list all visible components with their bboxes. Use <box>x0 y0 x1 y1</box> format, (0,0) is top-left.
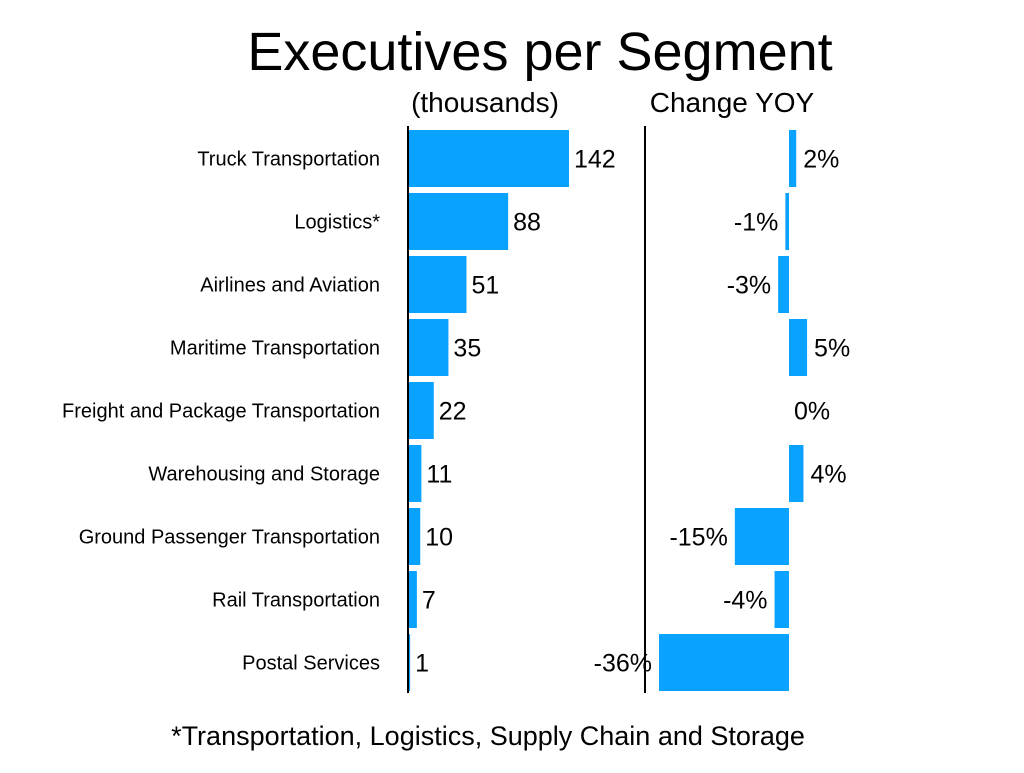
bar-executives <box>409 193 509 250</box>
data-label-change-yoy: -3% <box>727 272 771 300</box>
category-label: Truck Transportation <box>197 149 380 171</box>
bar-change-yoy <box>774 571 789 628</box>
data-label-change-yoy: -1% <box>734 209 778 237</box>
bar-executives <box>409 634 411 691</box>
data-label-executives: 7 <box>422 587 436 615</box>
chart-title: Executives per Segment <box>247 22 832 82</box>
footnote: *Transportation, Logistics, Supply Chain… <box>171 721 805 751</box>
data-label-executives: 88 <box>513 209 541 237</box>
data-label-executives: 142 <box>574 146 616 174</box>
series-header-thousands: (thousands) <box>411 87 559 118</box>
data-label-executives: 1 <box>415 650 429 678</box>
bar-change-yoy <box>785 193 789 250</box>
data-label-executives: 22 <box>439 398 467 426</box>
data-label-change-yoy: 4% <box>810 461 846 489</box>
bar-change-yoy <box>778 256 789 313</box>
data-label-change-yoy: -36% <box>594 650 652 678</box>
category-label: Ground Passenger Transportation <box>79 527 380 549</box>
data-label-executives: 35 <box>453 335 481 363</box>
data-label-executives: 11 <box>426 461 452 489</box>
data-label-change-yoy: 2% <box>803 146 839 174</box>
bar-executives <box>409 130 569 187</box>
category-label: Airlines and Aviation <box>200 275 380 297</box>
bar-change-yoy <box>789 319 808 376</box>
data-label-change-yoy: 0% <box>794 398 830 426</box>
series-header-change-yoy: Change YOY <box>650 87 815 118</box>
data-label-executives: 51 <box>471 272 499 300</box>
data-label-executives: 10 <box>425 524 453 552</box>
bar-executives <box>409 571 417 628</box>
category-label: Warehousing and Storage <box>148 464 380 486</box>
bar-executives <box>409 382 434 439</box>
bar-change-yoy <box>789 130 797 187</box>
category-label: Maritime Transportation <box>170 338 380 360</box>
bars-layer: Truck Transportation 142 2% Logistics* 88 -1%… <box>62 130 850 691</box>
bar-change-yoy <box>734 508 789 565</box>
category-label: Postal Services <box>242 653 380 675</box>
category-label: Logistics* <box>294 212 380 234</box>
bar-executives <box>409 319 449 376</box>
bar-executives <box>409 445 422 502</box>
bar-change-yoy <box>659 634 789 691</box>
data-label-change-yoy: -15% <box>669 524 727 552</box>
bar-executives <box>409 508 421 565</box>
category-label: Rail Transportation <box>212 590 380 612</box>
data-label-change-yoy: -4% <box>723 587 767 615</box>
category-label: Freight and Package Transportation <box>62 401 380 423</box>
bar-change-yoy <box>789 445 804 502</box>
data-label-change-yoy: 5% <box>814 335 850 363</box>
bar-executives <box>409 256 467 313</box>
